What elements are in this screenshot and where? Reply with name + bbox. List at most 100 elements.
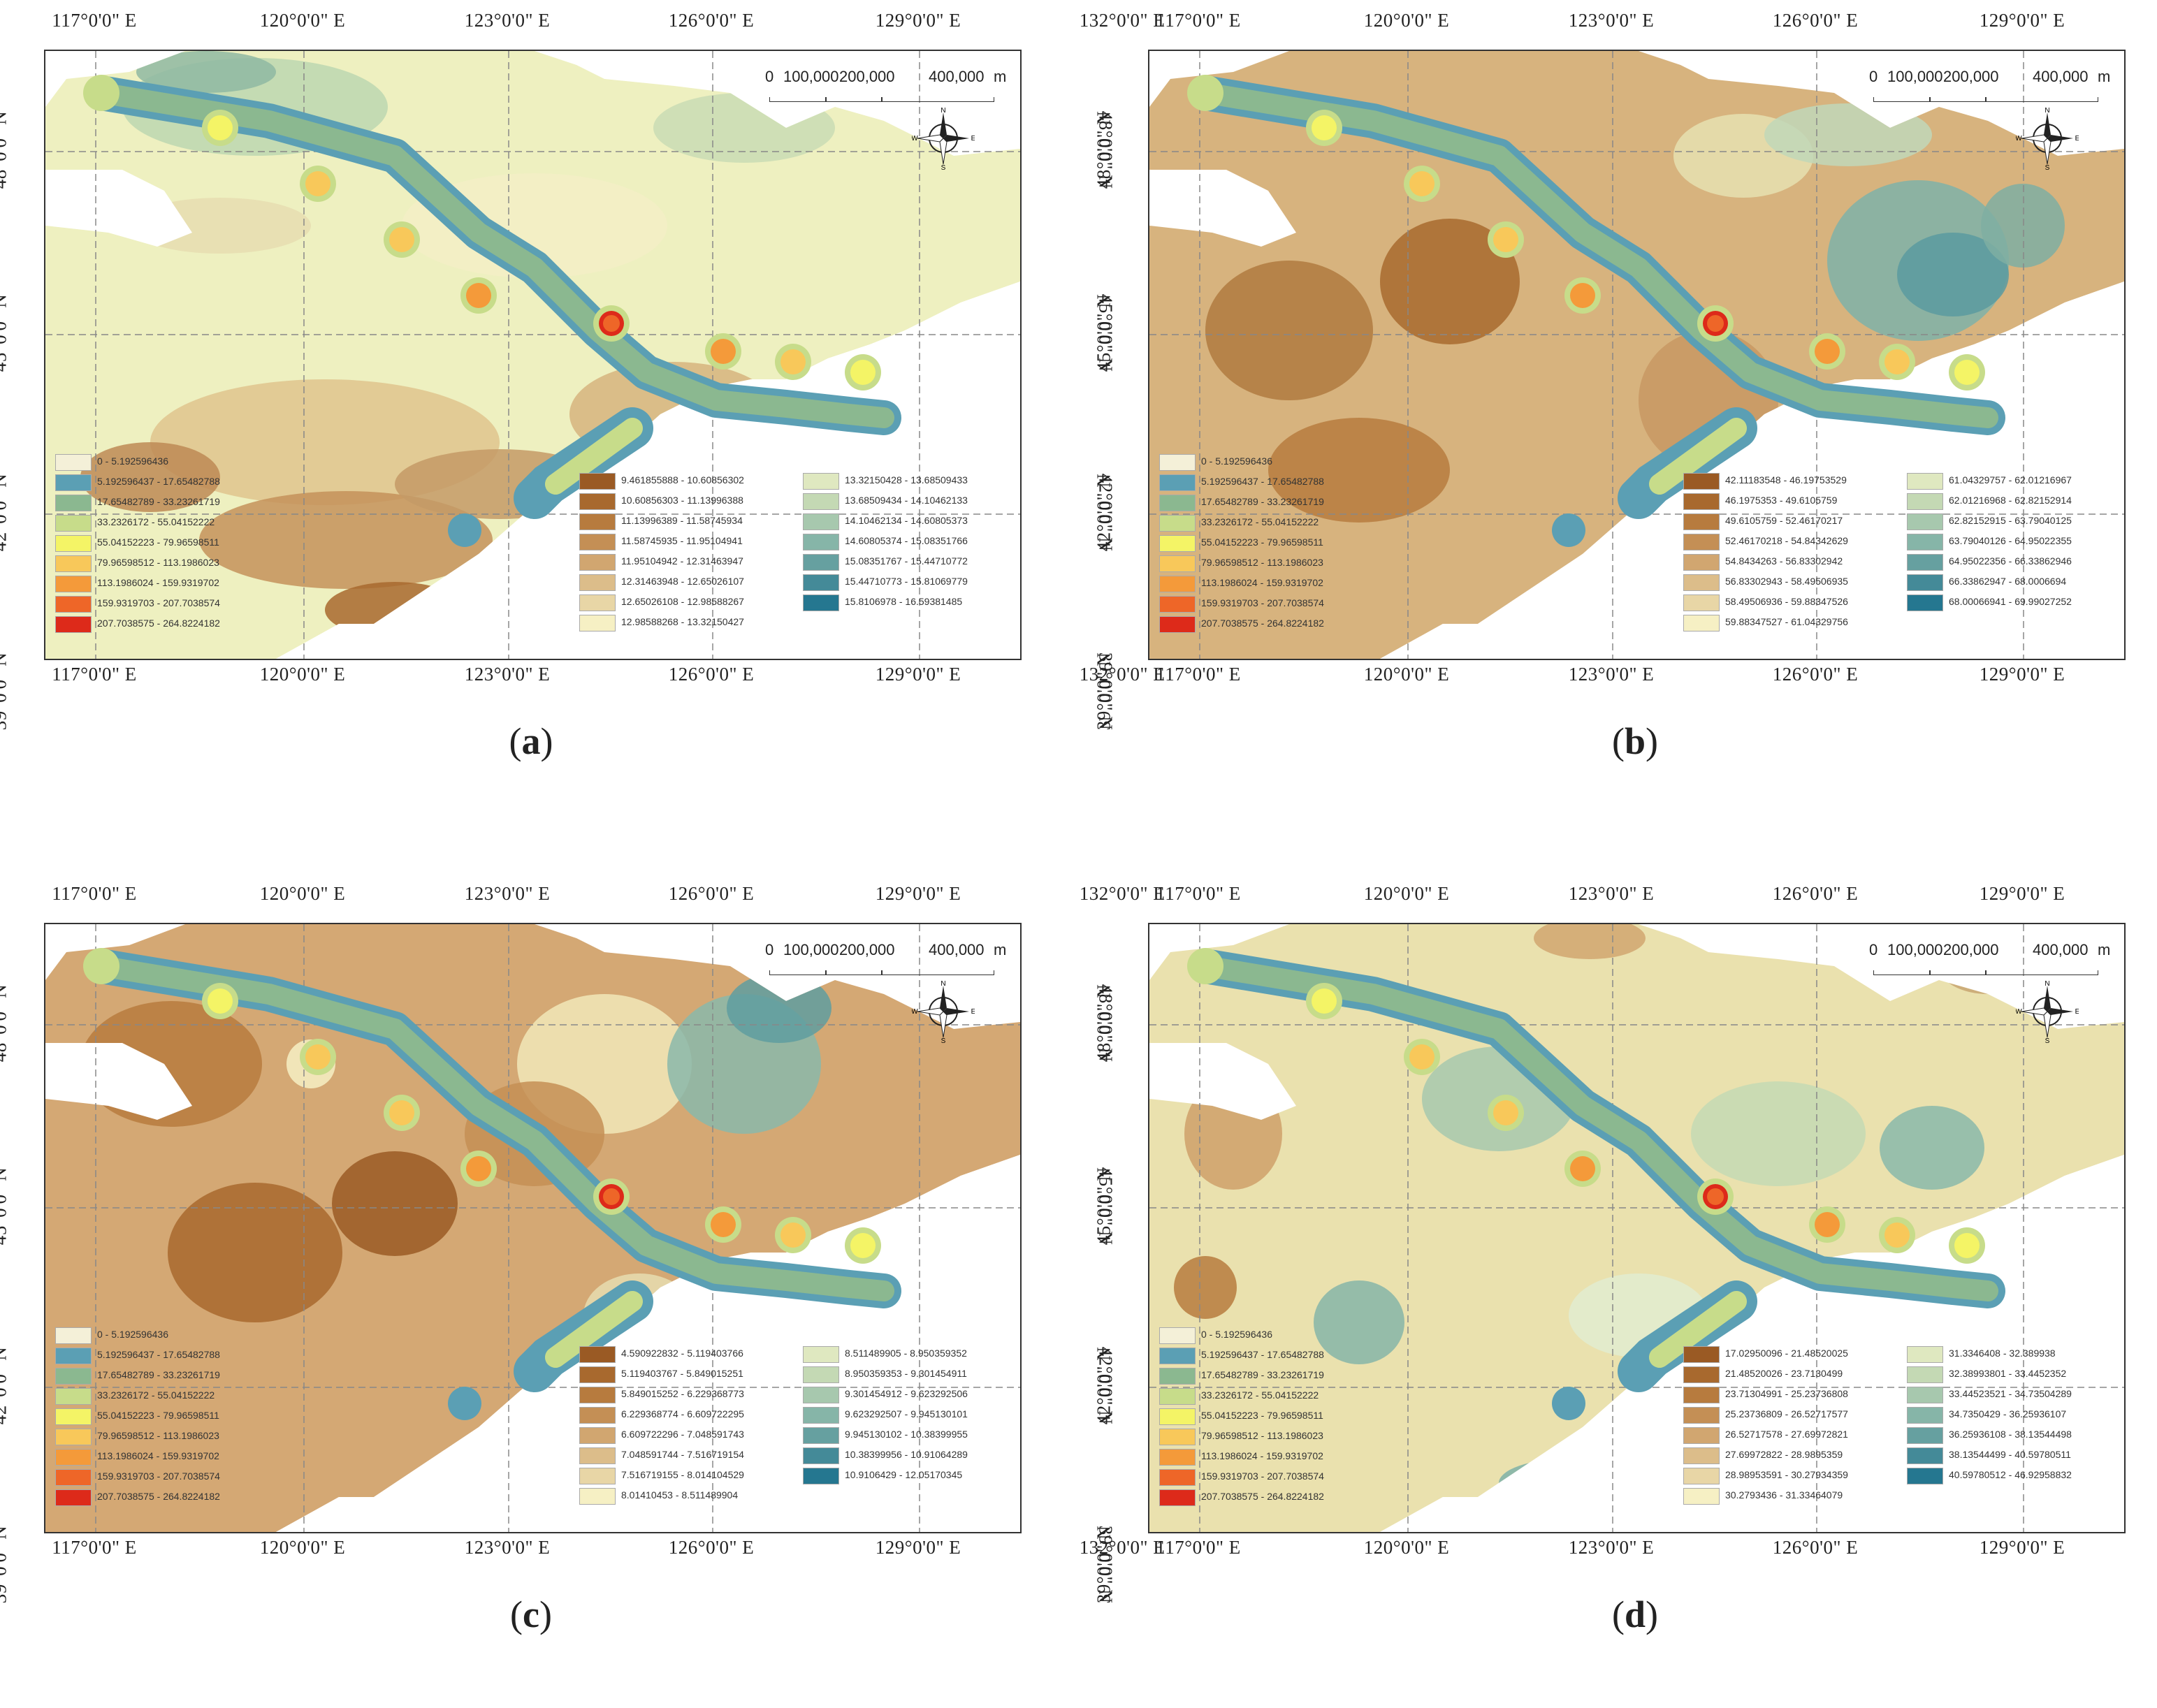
- map-panel-d: 117°0'0" E 120°0'0" E 123°0'0" E 126°0'0" E…: [1094, 873, 2152, 1635]
- legend-row: 36.25936108 - 38.13544498: [1907, 1426, 2116, 1444]
- scale-label: 400,000: [929, 68, 985, 85]
- legend-row: 54.8434263 - 56.83302942: [1683, 553, 1893, 571]
- legend-row: 15.08351767 - 15.44710772: [803, 553, 1012, 571]
- top-tick-label: 126°0'0" E: [668, 883, 755, 904]
- legend-row: 13.32150428 - 13.68509433: [803, 472, 1012, 490]
- scale-label: 400,000: [2033, 941, 2089, 958]
- legend-row: 9.945130102 - 10.38399955: [803, 1426, 1012, 1444]
- legend-row: 79.96598512 - 113.1986023: [55, 1427, 265, 1445]
- svg-text:N: N: [940, 980, 945, 988]
- legend-row: 33.2326172 - 55.04152222: [1159, 1387, 1369, 1405]
- svg-text:W: W: [912, 1008, 918, 1016]
- legend-row: 52.46170218 - 54.84342629: [1683, 532, 1893, 550]
- panel-label: (c): [510, 1593, 552, 1635]
- svg-text:S: S: [2045, 164, 2050, 170]
- map-field: [1149, 924, 2124, 1532]
- legend-row: 9.623292507 - 9.945130101: [803, 1406, 1012, 1424]
- top-tick-label: 123°0'0" E: [1568, 883, 1655, 904]
- scale-label: 0: [1869, 68, 1878, 85]
- svg-text:E: E: [971, 135, 975, 143]
- svg-text:S: S: [2045, 1037, 2050, 1043]
- legend-row: 32.38993801 - 33.4452352: [1907, 1365, 2116, 1383]
- left-tick-label: 39°0'0" N: [1093, 1525, 1114, 1604]
- legend-row: 4.590922832 - 5.119403766: [579, 1345, 789, 1363]
- legend-row: 8.01410453 - 8.511489904: [579, 1487, 789, 1505]
- legend-row: 6.609722296 - 7.048591743: [579, 1426, 789, 1444]
- left-tick-label: 42°0'0" N: [1093, 1346, 1114, 1425]
- scale-label: 200,000: [839, 68, 895, 85]
- scale-label: 0: [765, 941, 774, 958]
- svg-text:N: N: [2045, 107, 2049, 115]
- legend-row: 113.1986024 - 159.9319702: [1159, 1447, 1369, 1466]
- panel-label: (d): [1611, 1593, 1658, 1635]
- legend-row: 0 - 5.192596436: [1159, 453, 1369, 471]
- scale-label: 200,000: [1943, 68, 1999, 85]
- top-tick-label: 129°0'0" E: [875, 883, 961, 904]
- legend-row: 64.95022356 - 66.33862946: [1907, 553, 2116, 571]
- scale-label: 100,000: [783, 941, 839, 958]
- left-tick-label: 48°0'0" N: [0, 111, 10, 189]
- legend-row: 113.1986024 - 159.9319702: [55, 574, 265, 592]
- svg-text:W: W: [2016, 135, 2022, 143]
- top-tick-label: 120°0'0" E: [259, 883, 346, 904]
- top-tick-label: 123°0'0" E: [1568, 10, 1655, 31]
- legend-row: 17.65482789 - 33.23261719: [1159, 1366, 1369, 1385]
- top-tick-label: 129°0'0" E: [1979, 10, 2065, 31]
- scale-label: 100,000: [783, 68, 839, 85]
- left-tick-label: 45°0'0" N: [1093, 1167, 1114, 1246]
- legend-row: 7.048591744 - 7.516719154: [579, 1446, 789, 1464]
- legend-row: 33.44523521 - 34.73504289: [1907, 1385, 2116, 1403]
- scale-bar: 0 100,000 200,000 400,000 m: [1869, 941, 2121, 976]
- north-arrow-icon: N S W E: [912, 980, 975, 1043]
- svg-text:N: N: [2045, 980, 2049, 988]
- scale-bar: 0 100,000 200,000 400,000 m: [765, 941, 1017, 976]
- legend-row: 28.98953591 - 30.27934359: [1683, 1466, 1893, 1484]
- scale-label: 200,000: [1943, 941, 1999, 958]
- legend-row: 159.9319703 - 207.7038574: [55, 1468, 265, 1486]
- scale-label: 200,000: [839, 941, 895, 958]
- bottom-tick-label: 129°0'0" E: [1979, 664, 2065, 685]
- legend-row: 207.7038575 - 264.8224182: [1159, 615, 1369, 633]
- legend-row: 33.2326172 - 55.04152222: [55, 1387, 265, 1405]
- bottom-tick-label: 129°0'0" E: [875, 1537, 961, 1558]
- left-tick-label: 45°0'0" N: [1093, 293, 1114, 372]
- legend-row: 27.69972822 - 28.9895359: [1683, 1446, 1893, 1464]
- legend-row: 207.7038575 - 264.8224182: [55, 1488, 265, 1506]
- legend-row: 79.96598512 - 113.1986023: [55, 554, 265, 572]
- legend-row: 12.98588268 - 13.32150427: [579, 613, 789, 632]
- legend-row: 159.9319703 - 207.7038574: [1159, 1468, 1369, 1486]
- panel-label: (b): [1611, 720, 1658, 762]
- legend-row: 26.52717578 - 27.69972821: [1683, 1426, 1893, 1444]
- legend-row: 5.192596437 - 17.65482788: [55, 473, 265, 491]
- top-tick-label: 117°0'0" E: [52, 883, 137, 904]
- scale-label: m: [994, 68, 1007, 85]
- top-tick-label: 132°0'0" E: [1079, 883, 1165, 904]
- left-tick-label: 42°0'0" N: [1093, 473, 1114, 552]
- bottom-tick-label: 129°0'0" E: [1979, 1537, 2065, 1558]
- bottom-tick-label: 117°0'0" E: [1156, 1537, 1241, 1558]
- top-tick-label: 120°0'0" E: [1363, 883, 1450, 904]
- legend-row: 10.38399956 - 10.91064289: [803, 1446, 1012, 1464]
- top-tick-label: 123°0'0" E: [464, 883, 551, 904]
- svg-text:S: S: [941, 1037, 946, 1043]
- top-tick-label: 117°0'0" E: [1156, 10, 1241, 31]
- legend-row: 13.68509434 - 14.10462133: [803, 492, 1012, 510]
- legend-row: 11.58745935 - 11.95104941: [579, 532, 789, 550]
- legend-row: 17.65482789 - 33.23261719: [55, 493, 265, 511]
- scale-label: m: [2098, 941, 2111, 958]
- legend-row: 113.1986024 - 159.9319702: [1159, 574, 1369, 592]
- bottom-tick-label: 120°0'0" E: [259, 1537, 346, 1558]
- svg-text:W: W: [2016, 1008, 2022, 1016]
- legend-row: 159.9319703 - 207.7038574: [1159, 594, 1369, 613]
- bottom-tick-label: 120°0'0" E: [259, 664, 346, 685]
- legend-row: 8.950359353 - 9.301454911: [803, 1365, 1012, 1383]
- scale-bar: 0 100,000 200,000 400,000 m: [765, 68, 1017, 103]
- bottom-tick-label: 126°0'0" E: [1772, 664, 1859, 685]
- north-arrow-icon: N S W E: [2016, 980, 2079, 1043]
- map-panel-b: 117°0'0" E 120°0'0" E 123°0'0" E 126°0'0" E…: [1094, 0, 2152, 762]
- scale-label: 100,000: [1887, 68, 1943, 85]
- bottom-tick-label: 123°0'0" E: [464, 1537, 551, 1558]
